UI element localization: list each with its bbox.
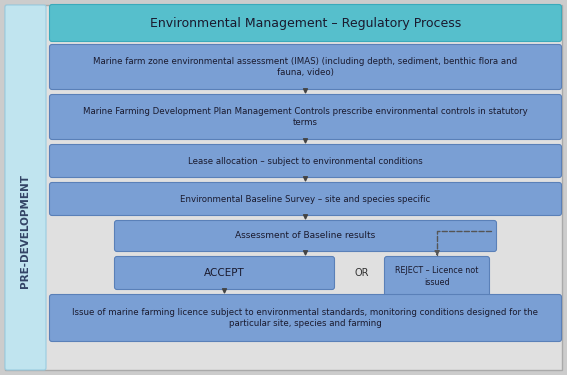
- FancyBboxPatch shape: [5, 5, 46, 370]
- Text: REJECT – Licence not
issued: REJECT – Licence not issued: [395, 267, 479, 286]
- FancyBboxPatch shape: [49, 183, 561, 216]
- FancyBboxPatch shape: [5, 5, 562, 370]
- Text: PRE-DEVELOPMENT: PRE-DEVELOPMENT: [20, 174, 31, 288]
- Text: OR: OR: [355, 268, 369, 278]
- Text: Lease allocation – subject to environmental conditions: Lease allocation – subject to environmen…: [188, 156, 423, 165]
- Text: Assessment of Baseline results: Assessment of Baseline results: [235, 231, 375, 240]
- FancyBboxPatch shape: [49, 294, 561, 342]
- Text: Environmental Management – Regulatory Process: Environmental Management – Regulatory Pr…: [150, 16, 461, 30]
- FancyBboxPatch shape: [115, 220, 497, 252]
- Text: Environmental Baseline Survey – site and species specific: Environmental Baseline Survey – site and…: [180, 195, 430, 204]
- Text: Marine farm zone environmental assessment (IMAS) (including depth, sediment, ben: Marine farm zone environmental assessmen…: [94, 57, 518, 77]
- FancyBboxPatch shape: [49, 4, 561, 42]
- FancyBboxPatch shape: [49, 45, 561, 90]
- FancyBboxPatch shape: [49, 144, 561, 177]
- FancyBboxPatch shape: [384, 256, 489, 297]
- Text: Marine Farming Development Plan Management Controls prescribe environmental cont: Marine Farming Development Plan Manageme…: [83, 107, 528, 127]
- FancyBboxPatch shape: [49, 94, 561, 140]
- Text: ACCEPT: ACCEPT: [204, 268, 245, 278]
- FancyBboxPatch shape: [115, 256, 335, 290]
- Text: Issue of marine farming licence subject to environmental standards, monitoring c: Issue of marine farming licence subject …: [73, 308, 539, 328]
